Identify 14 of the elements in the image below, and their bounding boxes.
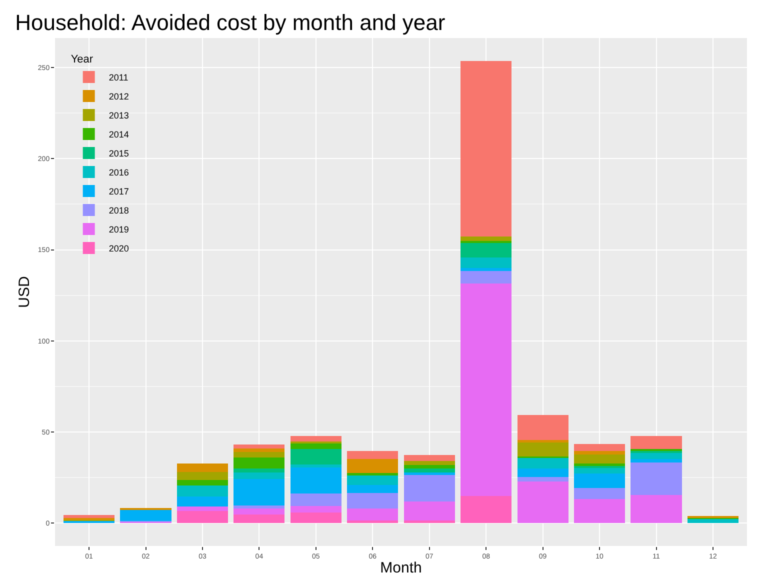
legend-title: Year [70, 53, 94, 66]
legend-label: 2019 [108, 224, 129, 234]
legend-label: 2013 [108, 110, 129, 120]
chart-title: Household: Avoided cost by month and year [15, 10, 446, 36]
legend-label: 2018 [108, 205, 129, 216]
legend-label: 2017 [108, 186, 129, 196]
legend-label: 2020 [108, 243, 129, 254]
legend-label: 2015 [108, 148, 129, 158]
legend-label: 2016 [108, 167, 129, 178]
legend-label: 2014 [108, 129, 129, 140]
legend-label: 2012 [108, 91, 129, 102]
y-axis-title: USD [16, 276, 34, 308]
x-axis-title: Month [380, 559, 422, 576]
legend-label: 2011 [108, 72, 128, 82]
